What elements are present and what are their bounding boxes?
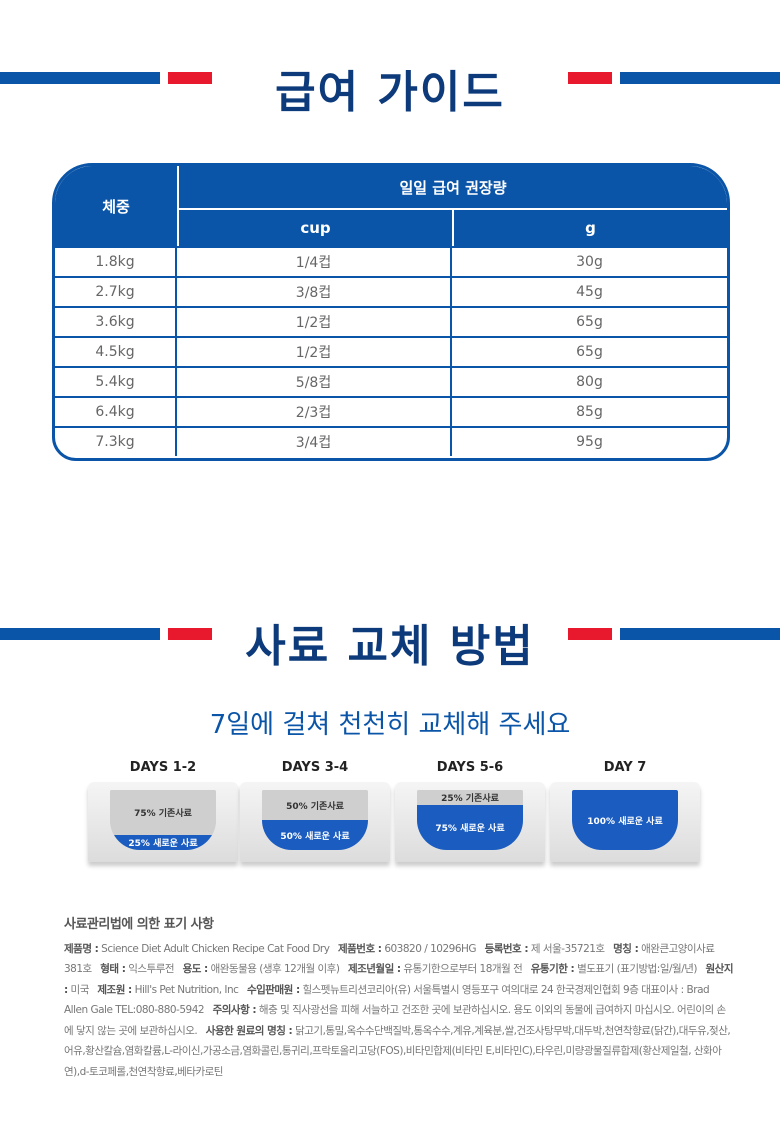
cup-cell: 5/8컵 [177, 368, 452, 396]
transition-subtitle: 7일에 걸쳐 천천히 교체해 주세요 [209, 710, 571, 740]
gram-cell: 85g [576, 404, 603, 420]
legal-key: 형태 : [100, 963, 126, 975]
feeding-guide-title: 급여 가이드 [275, 67, 505, 118]
cup-cell: 2/3컵 [177, 398, 452, 426]
legal-item: 사용한 원료의 명칭 : 닭고기,통밀,옥수수단백질박,통옥수수,계유,계육분,… [64, 1024, 731, 1078]
legal-item: 등록번호 : 제 서울-35721호 [485, 943, 614, 955]
feeding-table: 체중 일일 급여 권장량 cup g 1.8kg 1/4컵 30g 2.7kg 3/8컵… [52, 163, 730, 461]
legal-value: 닭고기,통밀,옥수수단백질박,통옥수수,계유,계육분,쌀,건조사탕무박,대두박,… [64, 1024, 731, 1078]
gram-cell: 95g [576, 434, 603, 450]
stage-label: DAYS 1-2 [129, 760, 197, 775]
legal-key: 제조원 : [97, 983, 132, 996]
weight-cell: 3.6kg [55, 308, 177, 336]
weight-cell: 4.5kg [55, 338, 177, 366]
new-food-portion: 25% 새로운 사료 [110, 835, 216, 850]
legal-info: 사료관리법에 의한 표기 사항 제품명 : Science Diet Adult… [64, 915, 734, 1082]
header-g: g [454, 210, 727, 246]
old-food-portion: 75% 기존사료 [110, 790, 216, 835]
legal-item: 원산지 : 미국 [64, 963, 734, 996]
legal-value: Hill's Pet Nutrition, Inc [131, 983, 239, 996]
new-food-portion: 100% 새로운 사료 [572, 790, 678, 850]
weight-cell: 6.4kg [55, 398, 177, 426]
legal-value: Science Diet Adult Chicken Recipe Cat Fo… [98, 942, 330, 955]
gram-cell: 45g [576, 284, 603, 300]
bowl-icon: 50% 기존사료 50% 새로운 사료 [240, 782, 390, 862]
stage-label: DAYS 3-4 [281, 760, 349, 775]
legal-key: 제품번호 : [337, 942, 382, 955]
bowl-icon: 25% 기존사료 75% 새로운 사료 [395, 782, 545, 862]
legal-key: 등록번호 : [484, 942, 529, 955]
legal-item: 명칭 : 애완큰고양이사료 381호 [64, 942, 715, 976]
gram-cell: 30g [576, 254, 603, 270]
gram-cell: 65g [576, 314, 603, 330]
legal-item: 수입판매원 : 힐스펫뉴트리션코리아(유) 서울특별시 영등포구 여의대로 24… [64, 983, 710, 1017]
legal-key: 유통기한 : [530, 963, 575, 975]
legal-key: 원산지 : [64, 963, 734, 996]
legal-value: 애완동물용 (생후 12개월 이후) [207, 963, 340, 975]
transition-bowl: DAY 7 100% 새로운 사료 [550, 760, 700, 862]
legal-key: 제품명 : [64, 942, 99, 955]
weight-cell: 1.8kg [55, 248, 177, 276]
header-daily: 일일 급여 권장량 [179, 166, 727, 208]
table-row: 4.5kg 1/2컵 65g [55, 336, 727, 366]
table-row: 3.6kg 1/2컵 65g [55, 306, 727, 336]
legal-item: 주의사항 : 해충 및 직사광선을 피해 서늘하고 건조한 곳에 보관하십시오.… [64, 1004, 726, 1037]
legal-key: 용도 : [182, 963, 209, 975]
transition-bowl: DAYS 1-2 75% 기존사료 25% 새로운 사료 [88, 760, 238, 862]
cup-cell: 1/2컵 [177, 308, 452, 336]
legal-key: 제조년월일 : [347, 963, 401, 975]
bowl-icon: 75% 기존사료 25% 새로운 사료 [88, 782, 238, 862]
table-row: 6.4kg 2/3컵 85g [55, 396, 727, 426]
legal-value: 익스투루전 [125, 963, 175, 975]
bowl-icon: 100% 새로운 사료 [550, 782, 700, 862]
cup-cell: 3/8컵 [177, 278, 452, 306]
transition-bowl: DAYS 3-4 50% 기존사료 50% 새로운 사료 [240, 760, 390, 862]
cup-cell: 1/2컵 [177, 338, 452, 366]
old-food-portion: 25% 기존사료 [417, 790, 523, 805]
table-row: 7.3kg 3/4컵 95g [55, 426, 727, 456]
table-row: 2.7kg 3/8컵 45g [55, 276, 727, 306]
legal-key: 사용한 원료의 명칭 : [205, 1024, 293, 1037]
legal-value: 유통기한으로부터 18개월 전 [400, 963, 523, 975]
legal-value: 애완큰고양이사료 381호 [64, 942, 715, 976]
legal-item: 제품번호 : 603820 / 10296HG [338, 943, 485, 955]
cup-cell: 1/4컵 [177, 248, 452, 276]
new-food-portion: 75% 새로운 사료 [417, 805, 523, 850]
stage-label: DAY 7 [603, 760, 647, 775]
legal-key: 명칭 : [613, 942, 639, 955]
legal-value: 해충 및 직사광선을 피해 서늘하고 건조한 곳에 보관하십시오. 용도 이외의… [64, 1004, 726, 1037]
gram-cell: 65g [576, 344, 603, 360]
weight-cell: 5.4kg [55, 368, 177, 396]
gram-cell: 80g [576, 374, 603, 390]
legal-item: 제조원 : Hill's Pet Nutrition, Inc [97, 984, 247, 996]
old-food-portion: 50% 기존사료 [262, 790, 368, 820]
table-row: 1.8kg 1/4컵 30g [55, 246, 727, 276]
transition-title: 사료 교체 방법 [245, 621, 535, 672]
weight-cell: 7.3kg [55, 428, 177, 456]
table-row: 5.4kg 5/8컵 80g [55, 366, 727, 396]
legal-value: 제 서울-35721호 [528, 942, 605, 955]
stage-label: DAYS 5-6 [436, 760, 504, 775]
legal-title: 사료관리법에 의한 표기 사항 [64, 917, 214, 932]
legal-key: 수입판매원 : [246, 983, 300, 996]
legal-key: 주의사항 : [212, 1004, 257, 1016]
legal-value: 미국 [67, 983, 90, 996]
header-cup: cup [179, 210, 452, 246]
new-food-portion: 50% 새로운 사료 [262, 820, 368, 850]
legal-item: 제조년월일 : 유통기한으로부터 18개월 전 [348, 963, 531, 975]
legal-item: 제품명 : Science Diet Adult Chicken Recipe … [64, 943, 338, 955]
legal-item: 용도 : 애완동물용 (생후 12개월 이후) [183, 963, 348, 975]
legal-item: 형태 : 익스투루전 [100, 963, 182, 975]
cup-cell: 3/4컵 [177, 428, 452, 456]
legal-item: 유통기한 : 별도표기 (표기방법:일/월/년) [531, 963, 706, 975]
legal-value: 별도표기 (표기방법:일/월/년) [574, 963, 697, 975]
legal-value: 힐스펫뉴트리션코리아(유) 서울특별시 영등포구 여의대로 24 한국경제인협회… [64, 983, 710, 1017]
legal-value: 603820 / 10296HG [381, 942, 477, 955]
header-weight: 체중 [55, 166, 177, 246]
transition-bowl: DAYS 5-6 25% 기존사료 75% 새로운 사료 [395, 760, 545, 862]
weight-cell: 2.7kg [55, 278, 177, 306]
